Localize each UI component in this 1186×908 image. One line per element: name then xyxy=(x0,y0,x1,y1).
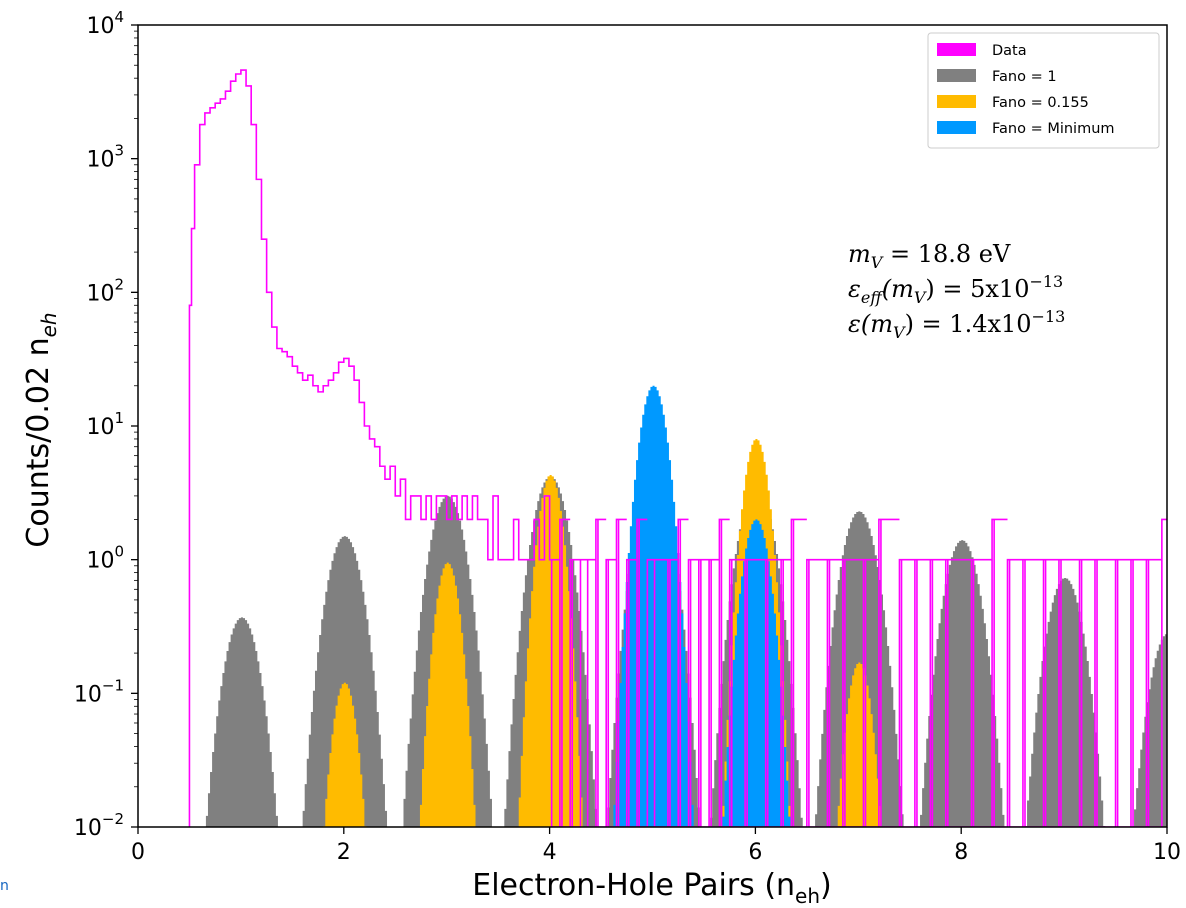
legend: Data Fano = 1 Fano = 0.155 Fano = Minimum xyxy=(927,32,1160,149)
y-axis-label: Counts/0.02 neh xyxy=(21,312,61,547)
peak-fano-1-10 xyxy=(1113,633,1167,827)
series-layer xyxy=(187,69,1167,827)
annotation-block: mV = 18.8 eV εeff(mV) = 5x10−13 ε(mV) = … xyxy=(848,240,1065,342)
peak-fano-0-155-2 xyxy=(306,682,383,827)
legend-swatch xyxy=(937,121,976,134)
peak-fano-1-8 xyxy=(907,540,1017,827)
annotation-eps: ε(mV) = 1.4x10−13 xyxy=(848,307,1065,342)
y-tick-label: 102 xyxy=(86,275,124,306)
legend-swatch xyxy=(937,95,976,108)
peak-fano-1-2 xyxy=(290,536,400,827)
legend-swatch xyxy=(937,43,976,56)
x-tick-label: 10 xyxy=(1153,840,1181,865)
y-tick-label: 104 xyxy=(86,8,124,39)
x-tick-label: 4 xyxy=(543,840,557,865)
axes-layer: 0 2 4 6 8 10 10−2 10−1 100 101 102 103 104 xyxy=(74,8,1181,865)
legend-label: Fano = 0.155 xyxy=(992,95,1089,111)
x-tick-label: 0 xyxy=(131,840,145,865)
annotation-mass: mV = 18.8 eV xyxy=(848,240,1011,272)
peak-fano-minimum-5 xyxy=(611,385,696,827)
x-tick-label: 6 xyxy=(748,840,762,865)
corner-mark: n xyxy=(0,878,9,894)
y-tick-label: 10−1 xyxy=(74,676,124,707)
x-axis-label: Electron-Hole Pairs (neh) xyxy=(472,868,832,908)
peak-fano-0-155-3 xyxy=(409,562,486,827)
legend-label: Fano = Minimum xyxy=(992,121,1115,137)
x-tick-label: 8 xyxy=(954,840,968,865)
peak-fano-1-1 xyxy=(187,617,297,827)
legend-label: Data xyxy=(992,43,1027,59)
legend-label: Fano = 1 xyxy=(992,69,1057,85)
y-tick-label: 100 xyxy=(86,543,124,574)
annotation-eps-eff: εeff(mV) = 5x10−13 xyxy=(848,272,1063,307)
data-histogram-line xyxy=(188,69,1167,827)
peak-fano-1-9 xyxy=(1010,577,1120,827)
y-tick-label: 103 xyxy=(86,142,124,173)
y-tick-label: 101 xyxy=(86,409,124,440)
y-tick-label: 10−2 xyxy=(74,810,124,841)
legend-swatch xyxy=(937,69,976,82)
legend-box xyxy=(927,32,1160,149)
x-tick-label: 2 xyxy=(337,840,351,865)
peak-fano-minimum-6 xyxy=(714,519,799,827)
